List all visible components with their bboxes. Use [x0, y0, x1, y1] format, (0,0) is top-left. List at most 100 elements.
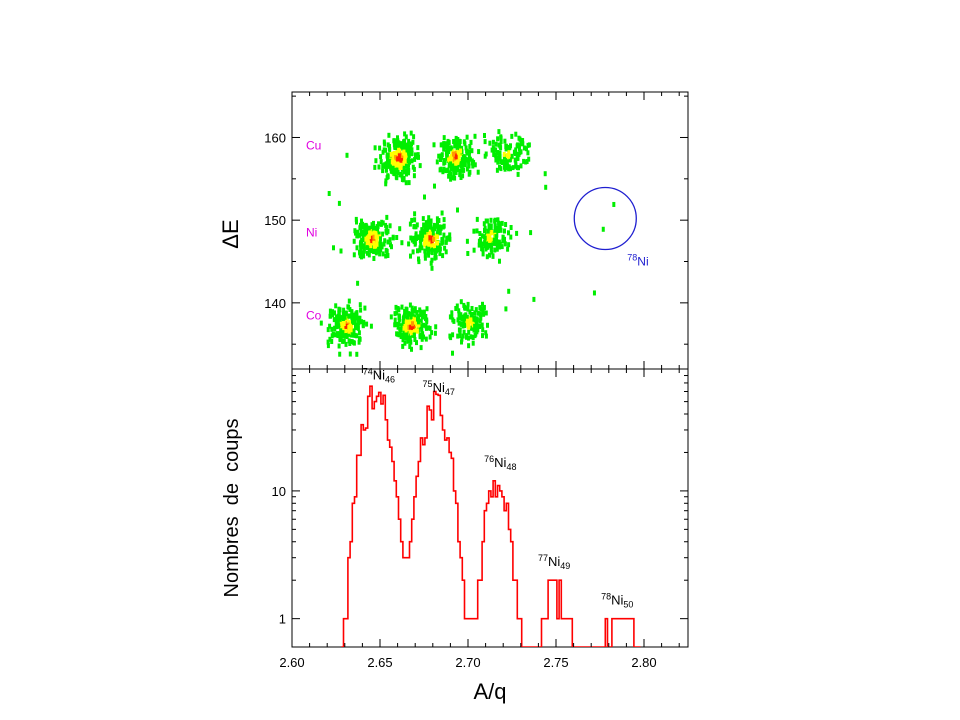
- event-mark: [415, 328, 419, 334]
- event-mark: [362, 246, 366, 252]
- event-mark: [361, 243, 365, 249]
- event-cluster: [407, 210, 452, 271]
- event-mark-sparse: [400, 240, 404, 246]
- event-mark: [409, 314, 413, 320]
- event-mark: [472, 247, 476, 253]
- event-mark: [397, 153, 401, 159]
- event-mark: [507, 242, 511, 248]
- event-mark: [430, 257, 434, 263]
- event-mark: [429, 220, 433, 226]
- event-mark: [408, 327, 412, 333]
- event-mark: [352, 312, 356, 318]
- event-mark: [489, 243, 493, 249]
- event-mark: [398, 172, 402, 178]
- event-mark: [422, 322, 425, 328]
- event-mark: [480, 233, 484, 239]
- event-mark: [473, 162, 477, 168]
- event-mark: [419, 324, 423, 330]
- event-mark: [485, 218, 489, 224]
- event-mark: [402, 325, 406, 331]
- event-mark: [342, 307, 346, 313]
- event-mark-isolated: [612, 201, 616, 207]
- event-mark: [407, 319, 411, 325]
- event-mark: [430, 330, 434, 336]
- event-mark: [372, 220, 375, 226]
- event-mark: [392, 151, 396, 156]
- event-mark: [403, 313, 407, 319]
- event-mark: [388, 237, 392, 243]
- top-ytick-label: 160: [264, 130, 286, 145]
- event-mark: [471, 163, 475, 169]
- event-mark: [469, 334, 473, 340]
- event-mark: [360, 218, 363, 224]
- event-mark: [439, 157, 442, 162]
- event-mark: [417, 256, 420, 262]
- event-mark: [423, 240, 426, 246]
- event-mark: [337, 331, 341, 337]
- event-mark: [394, 304, 398, 310]
- event-mark: [447, 173, 451, 179]
- event-mark: [471, 340, 475, 346]
- event-mark: [499, 159, 503, 165]
- event-mark: [404, 134, 408, 140]
- event-mark: [478, 324, 482, 329]
- event-mark: [459, 148, 462, 154]
- event-mark: [476, 310, 480, 316]
- event-mark: [483, 153, 487, 159]
- event-mark: [428, 334, 432, 340]
- event-mark: [382, 241, 386, 247]
- event-mark: [337, 343, 341, 349]
- event-mark: [450, 310, 454, 316]
- event-mark: [461, 333, 465, 339]
- event-mark: [384, 167, 388, 173]
- event-mark: [347, 338, 351, 344]
- event-mark: [488, 252, 491, 258]
- event-mark: [356, 229, 359, 235]
- event-mark-sparse: [328, 336, 332, 342]
- event-mark: [490, 240, 494, 246]
- event-mark: [347, 331, 351, 337]
- event-mark: [399, 157, 403, 163]
- event-mark: [473, 133, 477, 139]
- event-mark: [372, 240, 376, 246]
- top-ytick-label: 140: [264, 296, 286, 311]
- event-mark: [427, 325, 430, 331]
- event-mark: [375, 241, 379, 247]
- event-mark: [469, 139, 473, 145]
- event-mark: [457, 308, 461, 314]
- event-mark: [338, 316, 342, 322]
- event-mark: [412, 134, 416, 140]
- event-mark: [499, 135, 503, 141]
- event-mark: [440, 210, 444, 216]
- event-mark: [519, 149, 523, 155]
- event-mark: [508, 157, 512, 163]
- event-mark: [521, 141, 525, 147]
- event-mark: [493, 217, 497, 223]
- event-mark: [387, 163, 391, 169]
- event-mark: [407, 162, 410, 168]
- event-mark: [476, 169, 480, 175]
- event-mark: [496, 136, 500, 142]
- event-mark-sparse: [348, 351, 352, 357]
- event-mark: [358, 336, 361, 342]
- event-mark: [497, 220, 501, 226]
- event-mark: [392, 138, 396, 144]
- event-mark: [364, 230, 368, 236]
- event-mark: [418, 332, 422, 338]
- event-mark: [441, 239, 445, 245]
- event-mark: [396, 161, 400, 167]
- event-mark: [489, 247, 493, 252]
- event-mark: [417, 325, 421, 330]
- event-mark: [443, 159, 447, 165]
- event-mark: [389, 151, 393, 157]
- event-mark: [413, 211, 417, 217]
- event-mark: [374, 158, 378, 164]
- event-mark: [446, 168, 450, 174]
- event-mark: [490, 229, 494, 235]
- event-mark: [454, 160, 458, 166]
- event-mark: [437, 153, 441, 159]
- event-mark: [458, 141, 462, 147]
- event-mark: [435, 223, 439, 229]
- event-mark: [508, 165, 511, 171]
- histogram-series: [341, 385, 641, 647]
